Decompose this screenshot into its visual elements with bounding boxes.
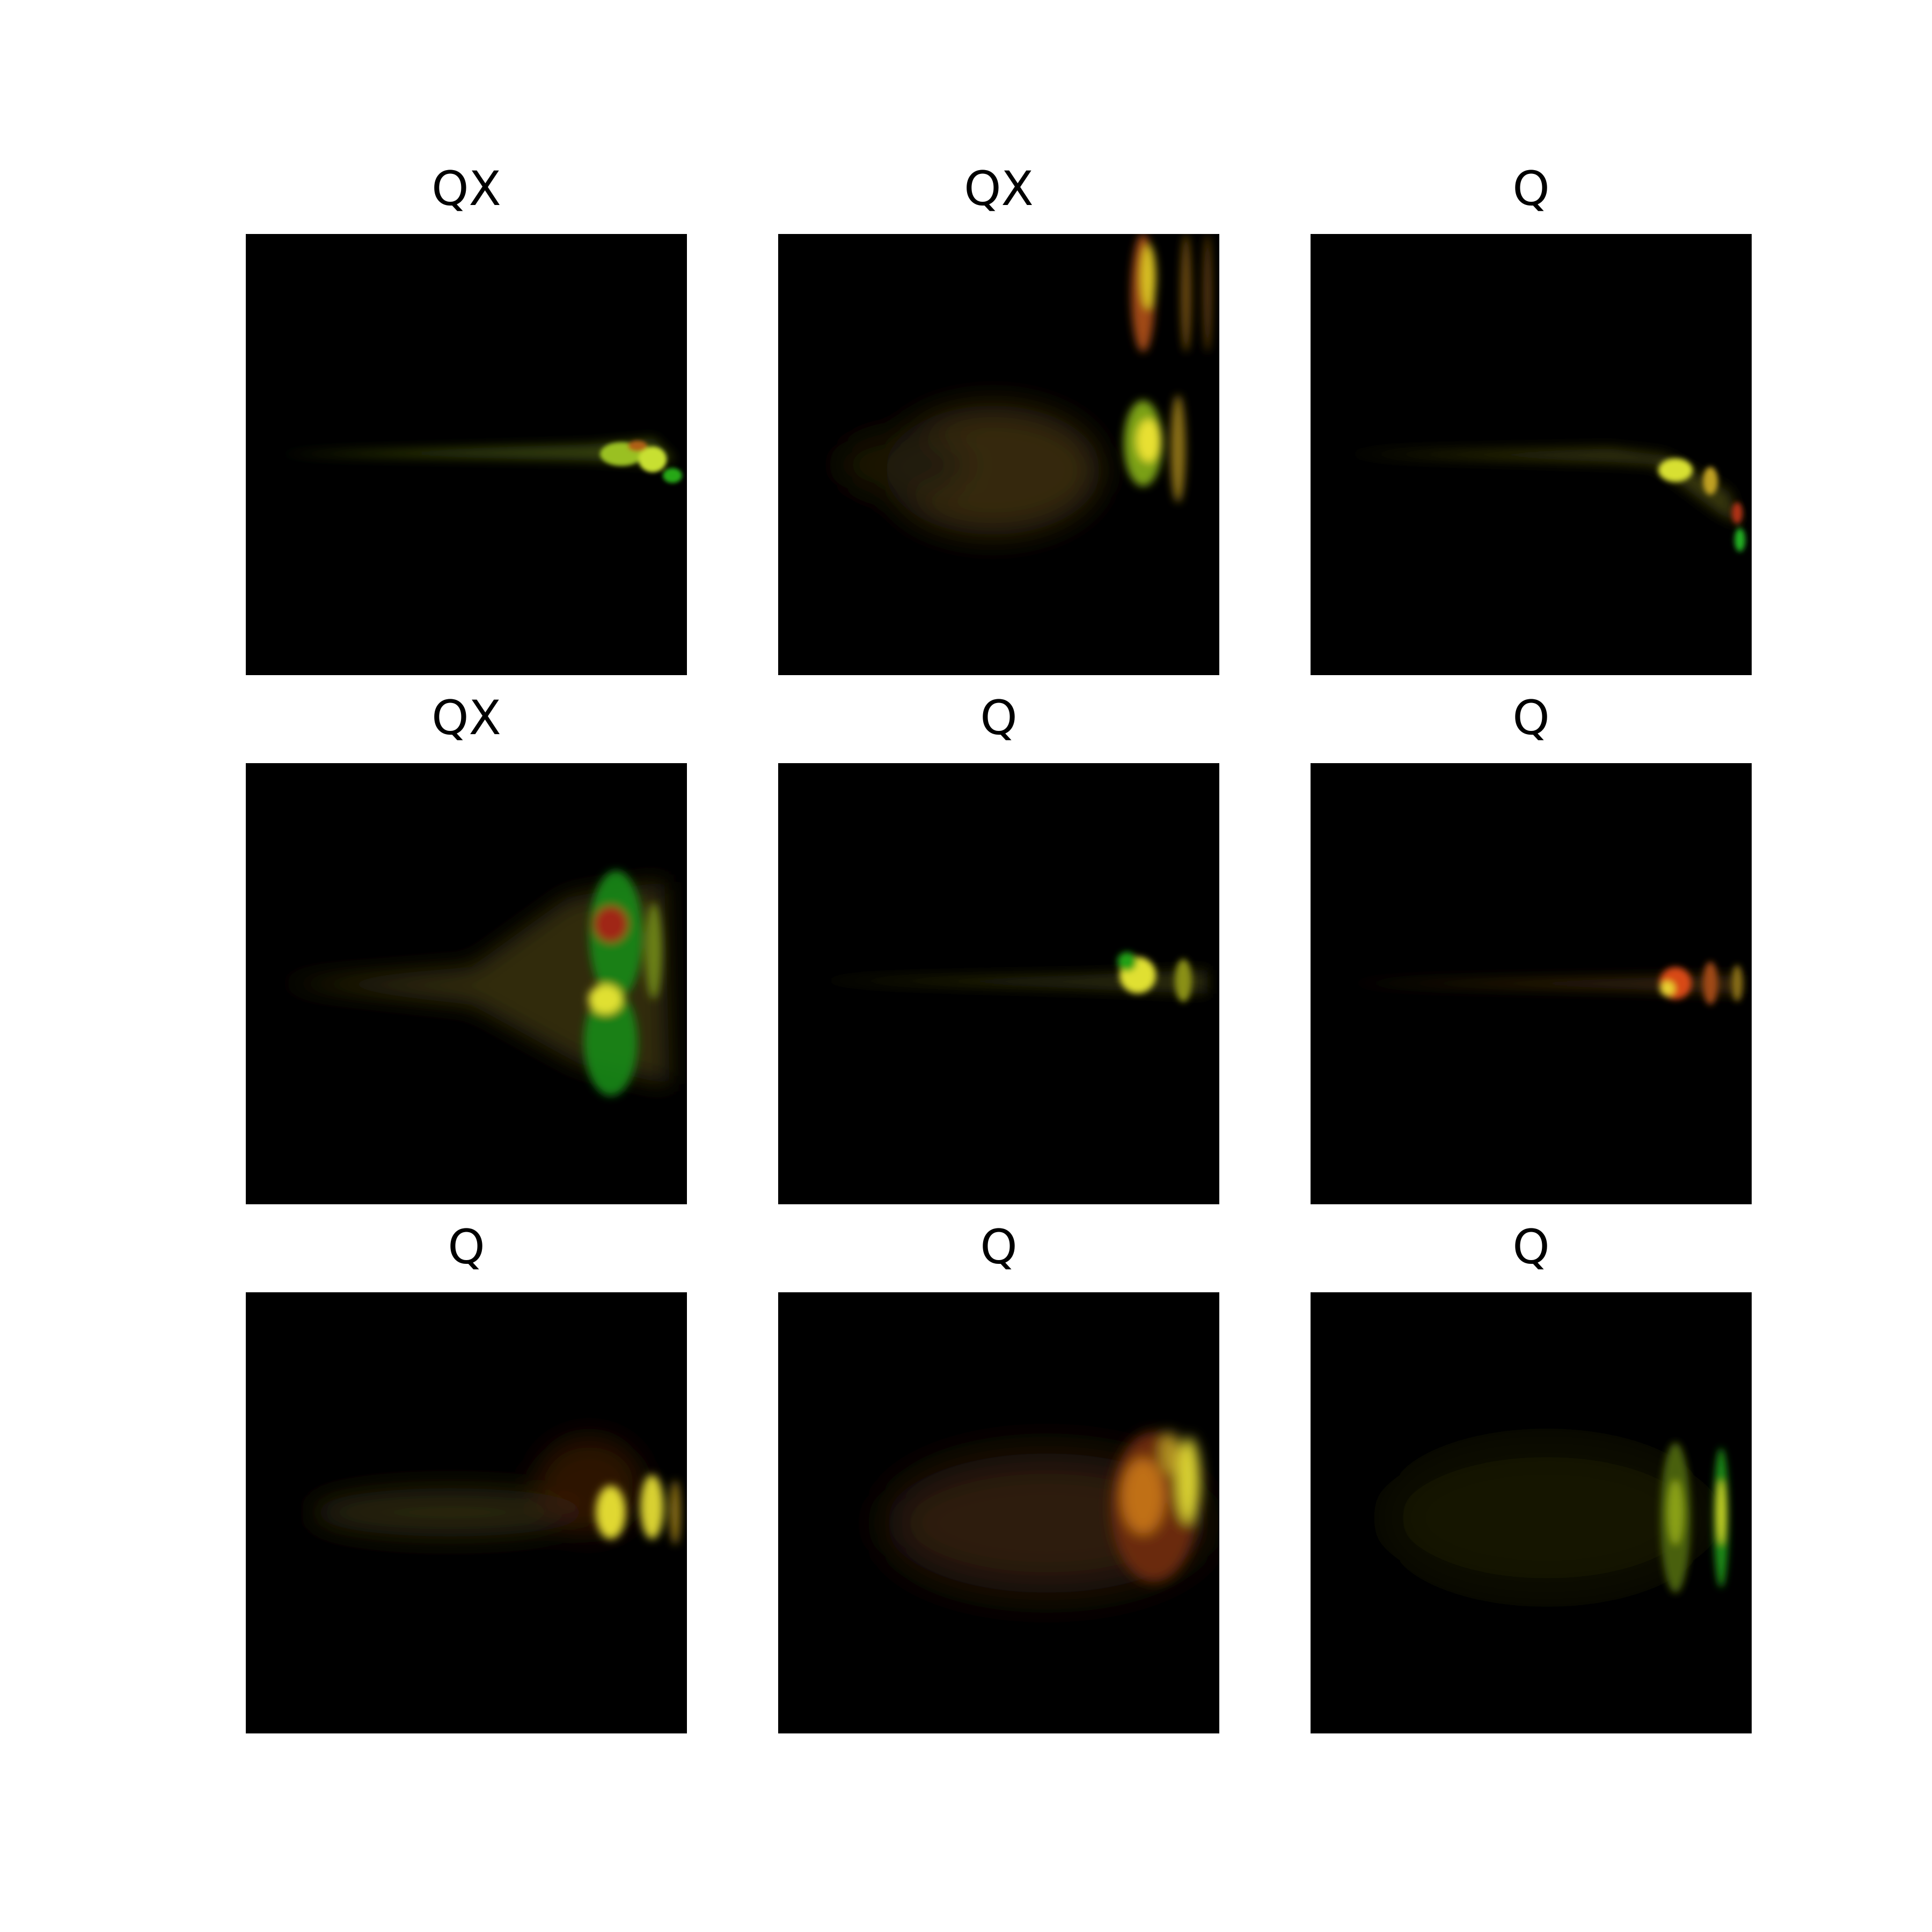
spectrogram-image-5 [778, 763, 1219, 1204]
spectrogram-image-2 [778, 234, 1219, 675]
spectrogram-panel-8 [778, 1292, 1219, 1733]
panel-title-2: QX [964, 161, 1034, 216]
spectrogram-image-8 [778, 1292, 1219, 1733]
panel-title-1: QX [431, 161, 501, 216]
spectrogram-image-6 [1311, 763, 1752, 1204]
panel-title-6: Q [1512, 690, 1550, 745]
spectrogram-image-3 [1311, 234, 1752, 675]
spectrogram-image-4 [246, 763, 687, 1204]
spectrogram-panel-2 [778, 234, 1219, 675]
spectrogram-panel-6 [1311, 763, 1752, 1204]
panel-title-7: Q [448, 1219, 485, 1275]
spectrogram-panel-1 [246, 234, 687, 675]
panel-title-9: Q [1512, 1219, 1550, 1275]
panel-title-8: Q [980, 1219, 1018, 1275]
spectrogram-panel-9 [1311, 1292, 1752, 1733]
spectrogram-image-1 [246, 234, 687, 675]
panel-title-4: QX [431, 690, 501, 745]
spectrogram-panel-3 [1311, 234, 1752, 675]
panel-title-3: Q [1512, 161, 1550, 216]
spectrogram-panel-7 [246, 1292, 687, 1733]
spectrogram-image-9 [1311, 1292, 1752, 1733]
spectrogram-panel-4 [246, 763, 687, 1204]
spectrogram-image-7 [246, 1292, 687, 1733]
panel-title-5: Q [980, 690, 1018, 745]
spectrogram-panel-5 [778, 763, 1219, 1204]
